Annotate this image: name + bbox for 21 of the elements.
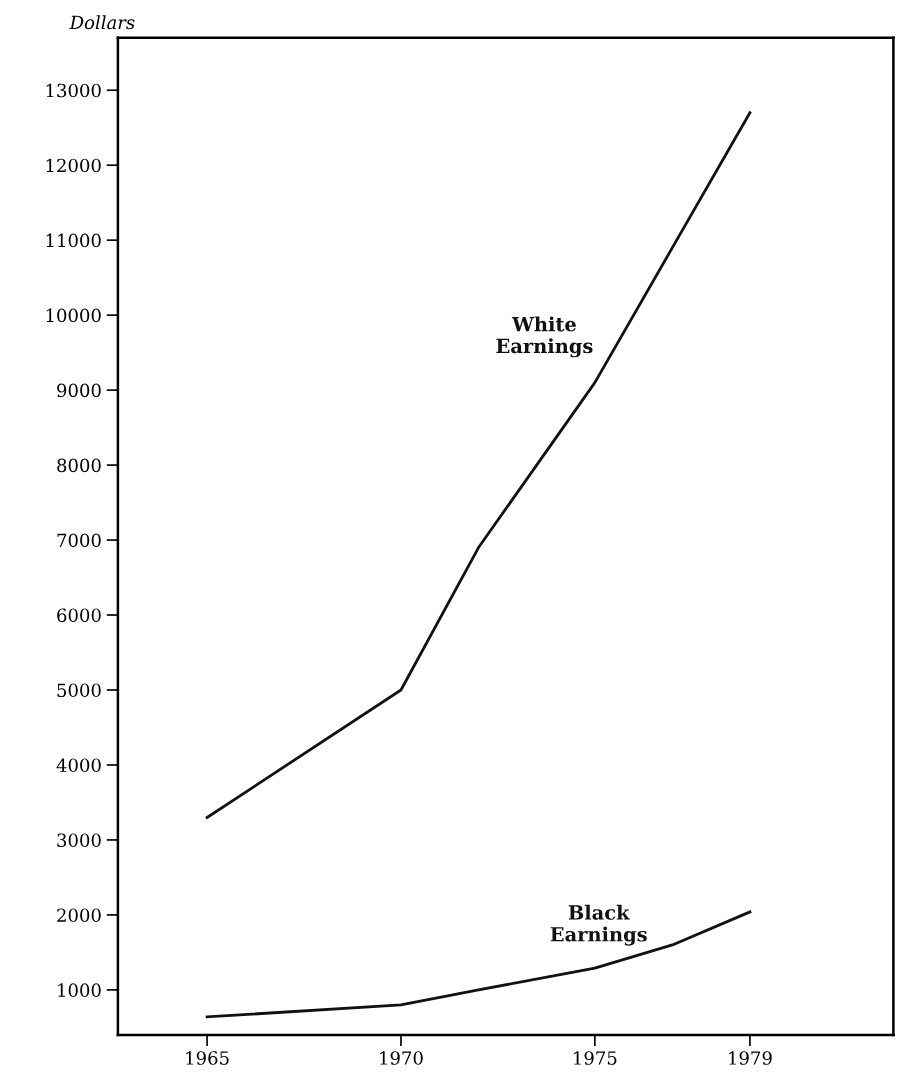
y-tick-label: 7000 (57, 533, 101, 548)
x-tick-label: 1979 (729, 1051, 772, 1065)
series-label: White Earnings (496, 316, 593, 358)
y-tick-label: 12000 (46, 158, 101, 173)
line-series (205, 111, 752, 819)
x-tick-label: 1975 (574, 1051, 617, 1065)
y-tick-label: 4000 (56, 758, 101, 773)
y-axis-title: Dollars (69, 15, 135, 30)
y-tick-label: 6000 (57, 608, 101, 623)
series-label: Black Earnings (550, 904, 647, 946)
x-tick-label: 1970 (380, 1051, 423, 1065)
y-tick-label: 8000 (57, 458, 101, 473)
y-tick-label: 2000 (57, 908, 101, 923)
y-tick-label: 9000 (57, 383, 101, 398)
y-tick-label: 13000 (46, 83, 101, 98)
y-tick-label: 1000 (58, 983, 101, 998)
y-tick-label: 5000 (57, 683, 101, 698)
y-tick-label: 3000 (57, 833, 101, 848)
y-tick-label: 10000 (46, 308, 101, 323)
y-tick-label: 11000 (46, 233, 101, 248)
x-tick-label: 1965 (186, 1051, 229, 1065)
